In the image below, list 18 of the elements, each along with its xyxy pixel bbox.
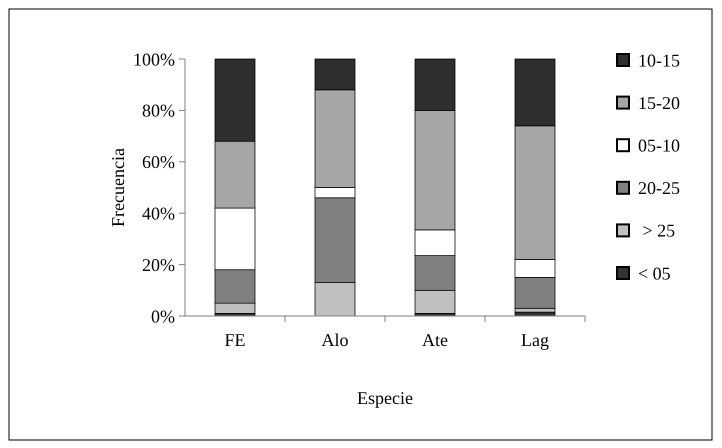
y-tick-label: 40%: [142, 204, 175, 224]
y-tick-label: 20%: [142, 254, 175, 275]
x-tick-label: Ate: [422, 330, 448, 350]
y-tick-label: 100%: [133, 49, 175, 70]
y-tick-label: 80%: [142, 100, 175, 121]
x-tick-label: Alo: [322, 330, 348, 350]
legend-label: < 05: [638, 263, 671, 284]
y-tick-label: 60%: [142, 152, 175, 172]
x-tick-label: FE: [224, 330, 246, 350]
legend-label: 15-20: [638, 92, 680, 113]
x-axis-title: Especie: [357, 388, 413, 408]
legend-label: > 25: [638, 220, 676, 241]
y-tick-label: 0%: [151, 306, 175, 326]
legend-label: 05-10: [638, 136, 680, 156]
legend-label: 20-25: [638, 178, 680, 198]
y-axis-title: Frecuencia: [108, 148, 128, 227]
x-tick-label: Lag: [521, 330, 549, 350]
legend-label: 10-15: [638, 50, 680, 70]
